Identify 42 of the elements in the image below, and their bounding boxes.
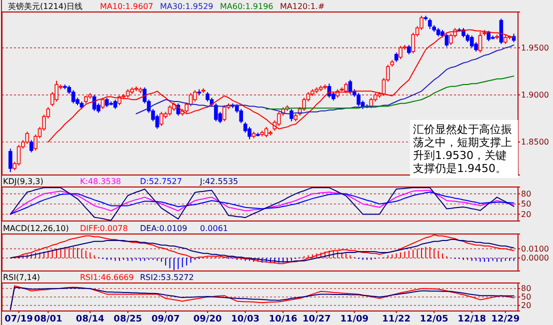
y-tick-label: 20 <box>521 300 532 310</box>
series-label: DEA:0.0109 <box>140 224 188 233</box>
text: MA30:1.9529 <box>160 2 214 11</box>
x-tick-label: 08/25 <box>114 314 142 324</box>
y-tick-label: 1.9000 <box>521 90 549 100</box>
text: MA10:1.9607 <box>100 2 154 11</box>
y-tick-label: 80 <box>521 189 532 198</box>
chart-title: MACD(12,26,10) <box>3 224 69 233</box>
x-tick-label: 12/05 <box>420 314 448 324</box>
x-tick-label: 09/07 <box>151 314 180 324</box>
series-label: K:48.3538 <box>80 176 122 186</box>
y-tick-label: 50 <box>521 292 532 302</box>
x-tick-label: 08/14 <box>76 314 104 324</box>
y-tick-label: 80 <box>521 284 532 294</box>
text: D:52.7527 <box>140 176 182 186</box>
series-label: DIFF:0.0078 <box>80 224 128 233</box>
x-tick-label: 10/16 <box>268 314 298 324</box>
x-tick-label: 11/22 <box>382 314 411 324</box>
x-tick-label: 08/01 <box>34 314 62 324</box>
series-label: J:42.5535 <box>199 176 238 186</box>
series-label: RSI1:46.6669 <box>80 272 134 282</box>
x-tick-label: 07/19 <box>4 314 33 324</box>
x-tick-label: 12/18 <box>458 314 486 324</box>
chart-title: 英镑美元(1214)日线 <box>8 2 83 11</box>
x-tick-label: 11/09 <box>340 314 369 324</box>
y-tick-label: 50 <box>521 200 532 209</box>
x-tick-label: 10/03 <box>231 314 260 324</box>
y-tick-label: 0.0000 <box>521 254 549 263</box>
text: MA120:1.# <box>280 2 325 11</box>
chart-title: RSI(7,14) <box>3 272 40 282</box>
series-label: RSI2:53.5272 <box>140 272 194 282</box>
y-tick-label: 0.0100 <box>521 244 549 254</box>
chart-title: KDJ(9,3,3) <box>3 176 44 186</box>
y-tick-label: 1.8500 <box>521 138 549 147</box>
annotation: 汇价显然处于高位振荡之中，短期支撑上升到1.9530，关键支撑仍是1.9450。 <box>413 123 512 175</box>
y-tick-label: 1.9500 <box>521 43 549 52</box>
x-tick-label: 09/20 <box>193 314 222 324</box>
x-tick-label: 10/27 <box>302 314 331 324</box>
y-tick-label: 20 <box>521 210 532 219</box>
x-tick-label: 12/29 <box>491 314 520 324</box>
text: 0.0061 <box>200 224 228 233</box>
text: MA60:1.9196 <box>220 2 274 11</box>
